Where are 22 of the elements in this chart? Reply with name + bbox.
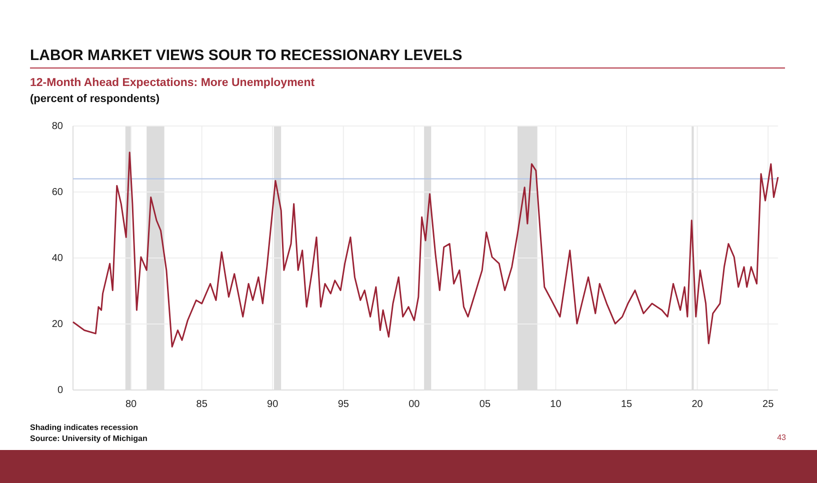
x-tick-label: 25 [762,399,774,410]
source-note: Source: University of Michigan [30,434,148,443]
y-tick-label: 40 [52,253,64,264]
x-tick-label: 00 [408,399,420,410]
text: Shading indicates recession [30,423,138,432]
x-tick-label: 20 [692,399,704,410]
y-axis-title: (percent of respondents) [30,93,160,105]
y-tick-label: 60 [52,187,64,198]
x-tick-label: 85 [196,399,208,410]
y-tick-label: 0 [57,385,64,396]
x-tick-label: 15 [620,399,633,410]
chart-title: LABOR MARKET VIEWS SOUR TO RECESSIONARY LEVELS [30,47,462,64]
x-tick-label: 80 [125,399,138,410]
y-tick-label: 80 [52,121,64,132]
y-tick-label: 20 [52,319,64,330]
x-tick-label: 90 [267,399,279,410]
x-tick-label: 95 [338,399,350,410]
x-tick-label: 10 [550,399,562,410]
x-tick-label: 05 [479,399,491,410]
text: 43 [777,433,787,442]
chart-subtitle: 12-Month Ahead Expectations: More Unemployment [30,77,315,89]
line-series [72,152,779,348]
